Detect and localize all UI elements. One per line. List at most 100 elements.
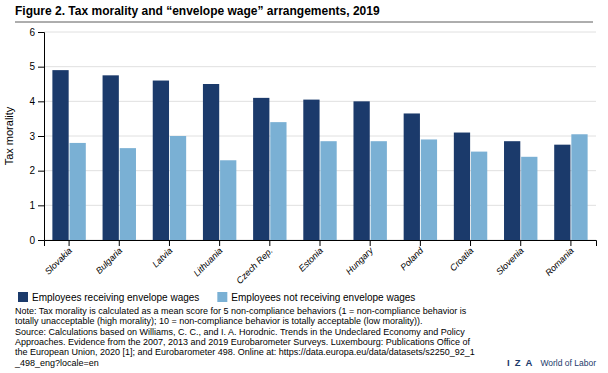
- annotation: totally unacceptable (high morality); 10…: [15, 316, 422, 326]
- bar: [353, 101, 369, 240]
- x-tick-label: Estonia: [297, 245, 325, 273]
- y-tick-mark: [38, 136, 44, 137]
- bar: [103, 75, 119, 240]
- legend-swatch: [18, 292, 28, 302]
- x-tick-label: Czech Rep.: [234, 245, 274, 285]
- legend-item: Employees not receiving envelope wages: [217, 292, 415, 303]
- annotation: the European Union, 2020 [1]; and Euroba…: [15, 347, 475, 357]
- annotation: Note: Tax morality is calculated as a me…: [15, 306, 467, 316]
- x-tick-mark: [169, 240, 170, 246]
- x-tick-mark: [269, 240, 270, 246]
- bar: [70, 143, 86, 240]
- bar: [153, 81, 169, 240]
- x-tick: Croatia: [448, 240, 476, 273]
- x-tick-label: Romania: [543, 245, 576, 278]
- y-tick: 4: [29, 96, 44, 107]
- x-tick: Poland: [398, 240, 426, 272]
- series: [70, 122, 588, 240]
- x-tick: Czech Rep.: [234, 240, 274, 286]
- legend-swatch: [217, 292, 227, 302]
- x-tick: Romania: [543, 240, 576, 278]
- bar: [203, 84, 219, 240]
- bar: [554, 145, 570, 240]
- bars: [52, 70, 587, 240]
- bar: [571, 134, 587, 240]
- y-tick-label: 6: [29, 27, 35, 38]
- y-tick-label: 0: [29, 235, 35, 246]
- x-tick-mark: [370, 240, 371, 246]
- y-tick-mark: [38, 67, 44, 68]
- x-tick-label: Slovakia: [43, 245, 74, 276]
- logo-text: World of Labor: [540, 358, 596, 368]
- grid-line: [44, 136, 596, 137]
- x-tick: Bulgaria: [94, 240, 124, 276]
- x-tick-mark: [320, 240, 321, 246]
- bar: [270, 122, 286, 240]
- bar: [454, 133, 470, 240]
- title: Figure 2. Tax morality and “envelope wag…: [15, 4, 380, 18]
- x-tick-label: Lithuania: [192, 245, 225, 278]
- y-tick-mark: [38, 32, 44, 33]
- bar: [170, 136, 186, 240]
- y-tick-mark: [38, 101, 44, 102]
- x-tick: Lithuania: [192, 240, 225, 278]
- y-axis-line: [38, 33, 45, 241]
- x-tick: Slovakia: [43, 240, 74, 277]
- y-tick: 0: [29, 235, 44, 246]
- y-tick-label: 3: [29, 131, 35, 142]
- bar: [521, 157, 537, 240]
- annotation: Approaches. Evidence from the 2007, 2013…: [15, 337, 471, 347]
- bar: [504, 141, 520, 240]
- y-tick-mark: [38, 205, 44, 206]
- y-tick: 3: [29, 131, 44, 142]
- bar: [253, 98, 269, 240]
- series: [52, 70, 570, 240]
- x-tick-label: Croatia: [448, 245, 476, 273]
- chart: Figure 2. Tax morality and “envelope wag…: [0, 0, 608, 373]
- x-tick-label: Bulgaria: [94, 245, 124, 275]
- x-tick-mark: [520, 240, 521, 246]
- x-tick-mark: [69, 240, 70, 246]
- legend-label: Employees receiving envelope wages: [32, 292, 199, 303]
- y-tick-label: 1: [29, 200, 35, 211]
- y-tick-label: 5: [29, 61, 35, 72]
- x-tick-label: Latvia: [150, 245, 174, 269]
- x-tick-mark: [470, 240, 471, 246]
- y-tick: 5: [29, 61, 44, 72]
- y-tick: 2: [29, 165, 44, 176]
- grid-line: [44, 32, 596, 33]
- x-tick-label: Hungary: [344, 245, 375, 276]
- annotation: Source: Calculations based on Williams, …: [15, 327, 465, 337]
- logo-text: I Z A: [507, 357, 533, 368]
- y-tick: 1: [29, 200, 44, 211]
- notes: Note: Tax morality is calculated as a me…: [14, 306, 475, 368]
- y-axis: 0 1 2 3 4 5 6: [29, 27, 44, 246]
- bar: [371, 141, 387, 240]
- bar: [320, 141, 336, 240]
- grid: [44, 32, 596, 240]
- legend: Employees receiving envelope wages Employ…: [18, 292, 415, 303]
- x-tick-mark: [219, 240, 220, 246]
- grid-line: [44, 101, 596, 102]
- y-tick-label: 2: [29, 165, 35, 176]
- x-tick: Latvia: [150, 240, 174, 270]
- bar: [303, 100, 319, 240]
- x-tick: Slovenia: [494, 240, 525, 277]
- y-tick-label: 4: [29, 96, 35, 107]
- annotation: _498_eng?locale=en: [14, 358, 99, 368]
- x-tick-mark: [570, 240, 571, 246]
- x-tick: Estonia: [297, 240, 325, 274]
- legend-label: Employees not receiving envelope wages: [231, 292, 415, 303]
- x-tick-label: Poland: [398, 245, 426, 273]
- x-axis: Slovakia Bulgaria Latvia Lithuania Czech Rep…: [43, 240, 597, 286]
- y-axis-title: Tax morality: [3, 106, 15, 165]
- bar: [52, 70, 68, 240]
- bar: [220, 160, 236, 240]
- y-tick-mark: [38, 240, 44, 241]
- bar: [120, 148, 136, 240]
- x-tick-label: Slovenia: [494, 245, 525, 276]
- legend-item: Employees receiving envelope wages: [18, 292, 199, 303]
- x-tick-mark: [420, 240, 421, 246]
- bar: [421, 139, 437, 240]
- grid-line: [44, 66, 596, 67]
